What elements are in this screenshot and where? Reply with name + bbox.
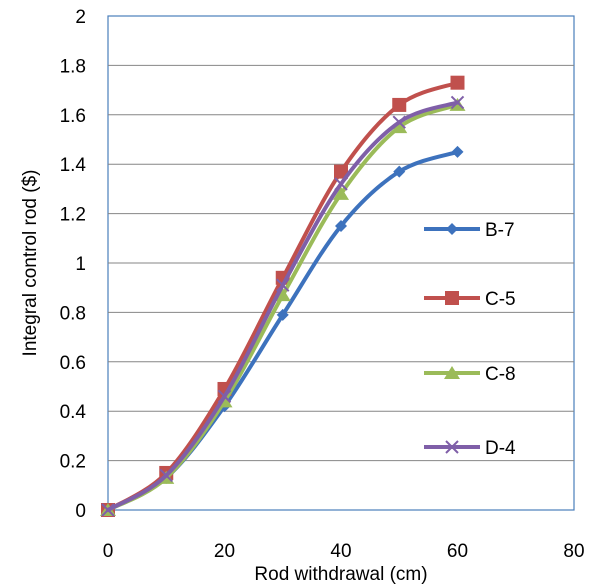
- y-tick-label: 1.6: [60, 106, 86, 127]
- legend-label-c-5: C-5: [485, 289, 516, 310]
- data-point-c-8: [333, 186, 349, 200]
- x-axis-tick-labels: 0 20 40 60 80: [103, 541, 585, 562]
- data-point-c-8: [274, 288, 291, 302]
- data-point-d-4: [392, 115, 406, 129]
- x-tick-label: 20: [214, 541, 235, 562]
- legend: B-7 C-5 C-8 D-4: [424, 220, 516, 459]
- data-point-d-4: [276, 278, 290, 292]
- data-point-c-5: [392, 97, 407, 112]
- legend-label-d-4: D-4: [485, 438, 516, 459]
- legend-marker-d-4: [445, 440, 459, 454]
- y-tick-label: 0.6: [60, 353, 86, 374]
- y-axis-title: Integral control rod ($): [20, 170, 41, 357]
- legend-item-b-7: B-7: [424, 220, 515, 241]
- y-tick-label: 1: [75, 254, 86, 275]
- legend-label-c-8: C-8: [485, 364, 516, 385]
- legend-item-c-5: C-5: [424, 289, 516, 310]
- y-tick-label: 1.8: [60, 56, 86, 77]
- data-point-c-5: [450, 75, 465, 90]
- data-point-d-4: [450, 95, 465, 110]
- data-point-d-4: [159, 468, 173, 483]
- x-tick-label: 60: [447, 541, 468, 562]
- y-tick-label: 1.2: [60, 205, 86, 226]
- data-point-c-5: [334, 164, 348, 179]
- data-point-c-8: [391, 120, 408, 134]
- x-tick-label: 0: [103, 541, 114, 562]
- data-point-d-4: [217, 389, 232, 404]
- x-tick-label: 80: [563, 541, 584, 562]
- legend-item-c-8: C-8: [424, 364, 516, 385]
- legend-marker-c-5: [445, 291, 459, 305]
- y-tick-label: 0.4: [60, 402, 87, 423]
- data-point-b-7: [451, 145, 464, 158]
- series-d-4: [101, 95, 465, 517]
- data-point-d-4: [101, 503, 115, 517]
- y-tick-label: 0.8: [60, 303, 86, 324]
- legend-marker-c-8: [444, 366, 460, 379]
- data-point-d-4: [334, 177, 348, 191]
- x-tick-label: 40: [330, 541, 351, 562]
- data-point-b-7: [276, 308, 289, 321]
- y-axis-tick-labels: 0 0.2 0.4 0.6 0.8 1 1.2 1.4 1.6 1.8 2: [60, 7, 87, 522]
- data-point-b-7: [393, 165, 406, 178]
- x-axis-title: Rod withdrawal (cm): [254, 564, 427, 585]
- y-tick-label: 0: [75, 501, 86, 522]
- legend-label-b-7: B-7: [485, 220, 515, 241]
- series-layer: [100, 75, 466, 517]
- y-tick-label: 1.4: [60, 155, 87, 176]
- data-point-b-7: [335, 219, 347, 232]
- legend-marker-b-7: [446, 223, 458, 235]
- y-tick-label: 0.2: [60, 452, 86, 473]
- legend-item-d-4: D-4: [424, 438, 516, 459]
- y-tick-label: 2: [75, 7, 86, 28]
